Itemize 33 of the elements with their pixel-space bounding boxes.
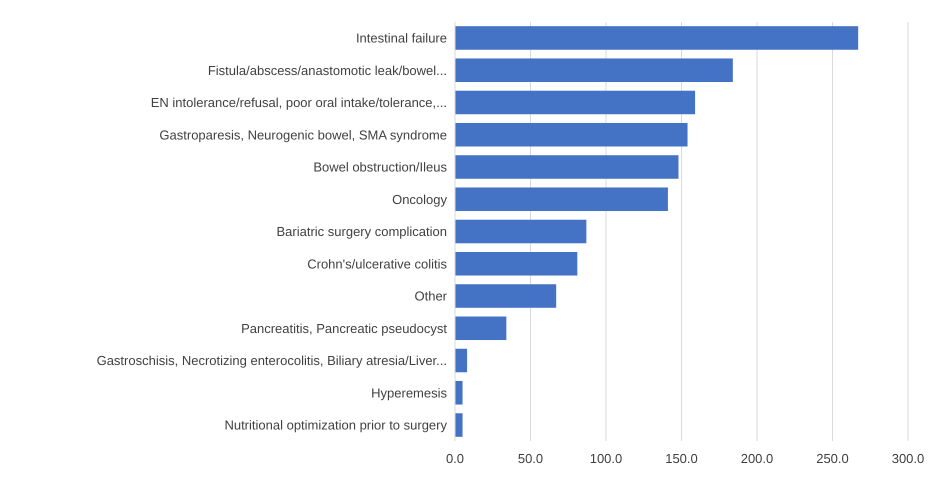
y-tick-label: Crohn's/ulcerative colitis	[307, 256, 448, 272]
y-tick-label: Bowel obstruction/Ileus	[313, 160, 448, 175]
bar	[455, 413, 463, 437]
bar	[455, 381, 463, 405]
bar	[455, 26, 858, 50]
x-tick-label: 100.0	[590, 451, 622, 466]
bar	[455, 252, 578, 276]
x-tick-label: 0.0	[446, 451, 464, 466]
bar	[455, 348, 468, 372]
bar	[455, 58, 733, 82]
y-tick-label: Bariatric surgery complication	[276, 224, 447, 240]
x-tick-label: 150.0	[665, 451, 698, 466]
y-tick-label: EN intolerance/refusal, poor oral intake/tolerance,...	[150, 95, 447, 110]
y-tick-label: Pancreatitis, Pancreatic pseudocyst	[241, 320, 448, 336]
bar	[455, 284, 556, 308]
y-tick-label: Nutritional optimization prior to surgery	[224, 418, 448, 433]
bar	[455, 220, 586, 244]
bar	[455, 316, 506, 340]
bar	[455, 90, 696, 114]
x-tick-label: 300.0	[892, 451, 924, 466]
bar	[455, 122, 688, 147]
y-tick-label: Fistula/abscess/anastomotic leak/bowel...	[208, 62, 447, 78]
y-tick-label: Hyperemesis	[371, 385, 448, 400]
y-tick-label: Gastroparesis, Neurogenic bowel, SMA syndrome	[159, 127, 447, 142]
bar	[455, 155, 678, 179]
x-tick-label: 50.0	[518, 451, 544, 466]
y-tick-label: Gastroschisis, Necrotizing enterocolitis, Biliary atresia/Liver...	[96, 353, 447, 368]
x-tick-label: 200.0	[740, 451, 774, 466]
y-tick-label: Oncology	[392, 192, 448, 207]
y-tick-label: Other	[414, 288, 448, 304]
x-tick-label: 250.0	[816, 451, 849, 466]
bar	[455, 187, 668, 212]
y-tick-label: Intestinal failure	[356, 30, 447, 46]
